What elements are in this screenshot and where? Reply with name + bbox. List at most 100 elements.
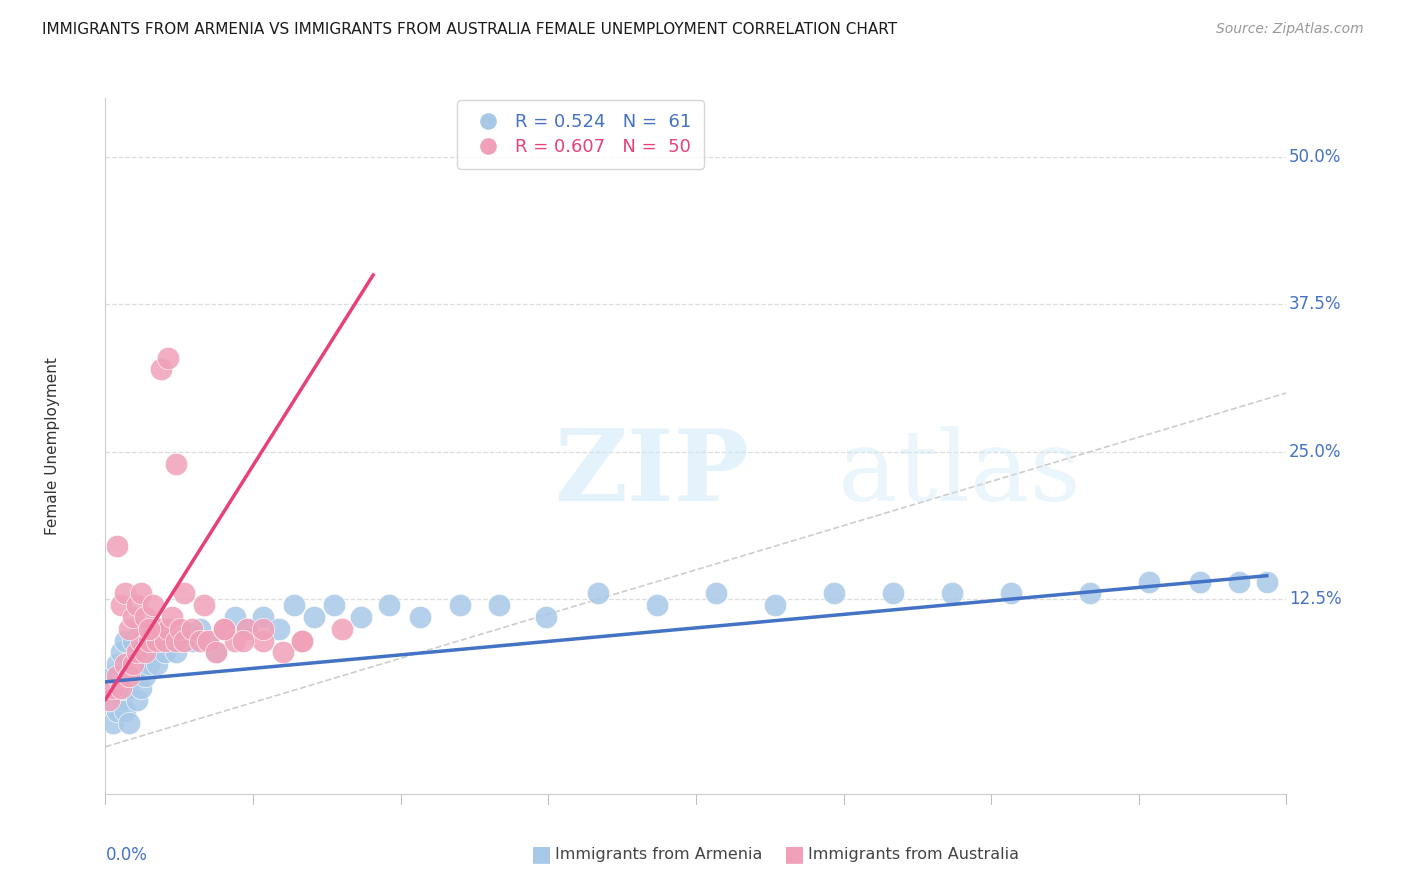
Point — [165, 633, 187, 648]
Point — [173, 586, 195, 600]
Point — [224, 633, 246, 648]
Point — [409, 610, 432, 624]
Point — [212, 622, 235, 636]
Point — [138, 633, 160, 648]
Text: Immigrants from Australia: Immigrants from Australia — [808, 847, 1019, 862]
Point — [204, 645, 226, 659]
Point — [181, 622, 204, 636]
Point — [122, 669, 145, 683]
Point — [153, 633, 176, 648]
Point — [197, 633, 219, 648]
Point — [122, 657, 145, 672]
Point — [110, 681, 132, 695]
Point — [105, 669, 128, 683]
Point — [157, 622, 180, 636]
Point — [302, 610, 325, 624]
Text: ZIP: ZIP — [554, 425, 749, 523]
Point — [134, 610, 156, 624]
Text: 0.0%: 0.0% — [105, 846, 148, 864]
Point — [322, 598, 344, 612]
Point — [283, 598, 305, 612]
Point — [1188, 574, 1211, 589]
Point — [212, 622, 235, 636]
Point — [212, 622, 235, 636]
Point — [103, 669, 125, 683]
Point — [188, 633, 211, 648]
Point — [1256, 574, 1278, 589]
Point — [252, 633, 274, 648]
Point — [110, 692, 132, 706]
Point — [105, 539, 128, 553]
Point — [449, 598, 471, 612]
Point — [169, 622, 191, 636]
Point — [114, 704, 136, 718]
Point — [232, 633, 254, 648]
Point — [118, 681, 141, 695]
Point — [193, 598, 215, 612]
Point — [114, 633, 136, 648]
Point — [103, 681, 125, 695]
Point — [149, 633, 172, 648]
Point — [114, 657, 136, 672]
Point — [204, 645, 226, 659]
Point — [129, 633, 152, 648]
Point — [252, 610, 274, 624]
Point — [763, 598, 786, 612]
Text: ■: ■ — [785, 845, 804, 864]
Text: 37.5%: 37.5% — [1289, 295, 1341, 313]
Point — [103, 716, 125, 731]
Point — [145, 657, 167, 672]
Point — [110, 598, 132, 612]
Point — [252, 622, 274, 636]
Point — [118, 716, 141, 731]
Point — [1227, 574, 1250, 589]
Point — [129, 622, 152, 636]
Point — [142, 645, 165, 659]
Text: IMMIGRANTS FROM ARMENIA VS IMMIGRANTS FROM AUSTRALIA FEMALE UNEMPLOYMENT CORRELA: IMMIGRANTS FROM ARMENIA VS IMMIGRANTS FR… — [42, 22, 897, 37]
Point — [129, 586, 152, 600]
Point — [122, 633, 145, 648]
Point — [165, 457, 187, 471]
Point — [169, 622, 191, 636]
Point — [142, 598, 165, 612]
Point — [586, 586, 609, 600]
Point — [267, 622, 290, 636]
Point — [157, 351, 180, 365]
Point — [350, 610, 373, 624]
Text: atlas: atlas — [838, 426, 1080, 522]
Point — [105, 704, 128, 718]
Point — [165, 645, 187, 659]
Point — [162, 610, 184, 624]
Point — [173, 633, 195, 648]
Point — [118, 622, 141, 636]
Point — [149, 622, 172, 636]
Point — [125, 598, 148, 612]
Point — [129, 681, 152, 695]
Point — [138, 633, 160, 648]
Point — [125, 692, 148, 706]
Point — [236, 622, 259, 636]
Point — [291, 633, 314, 648]
Point — [330, 622, 353, 636]
Text: 50.0%: 50.0% — [1289, 148, 1341, 166]
Text: 12.5%: 12.5% — [1289, 591, 1341, 608]
Point — [173, 633, 195, 648]
Point — [536, 610, 558, 624]
Point — [1000, 586, 1022, 600]
Point — [153, 645, 176, 659]
Text: 25.0%: 25.0% — [1289, 443, 1341, 461]
Point — [236, 622, 259, 636]
Point — [98, 692, 121, 706]
Point — [378, 598, 401, 612]
Point — [149, 362, 172, 376]
Point — [1137, 574, 1160, 589]
Point — [941, 586, 963, 600]
Point — [134, 669, 156, 683]
Point — [162, 633, 184, 648]
Point — [488, 598, 510, 612]
Point — [188, 622, 211, 636]
Point — [145, 633, 167, 648]
Point — [114, 586, 136, 600]
Point — [138, 622, 160, 636]
Point — [125, 657, 148, 672]
